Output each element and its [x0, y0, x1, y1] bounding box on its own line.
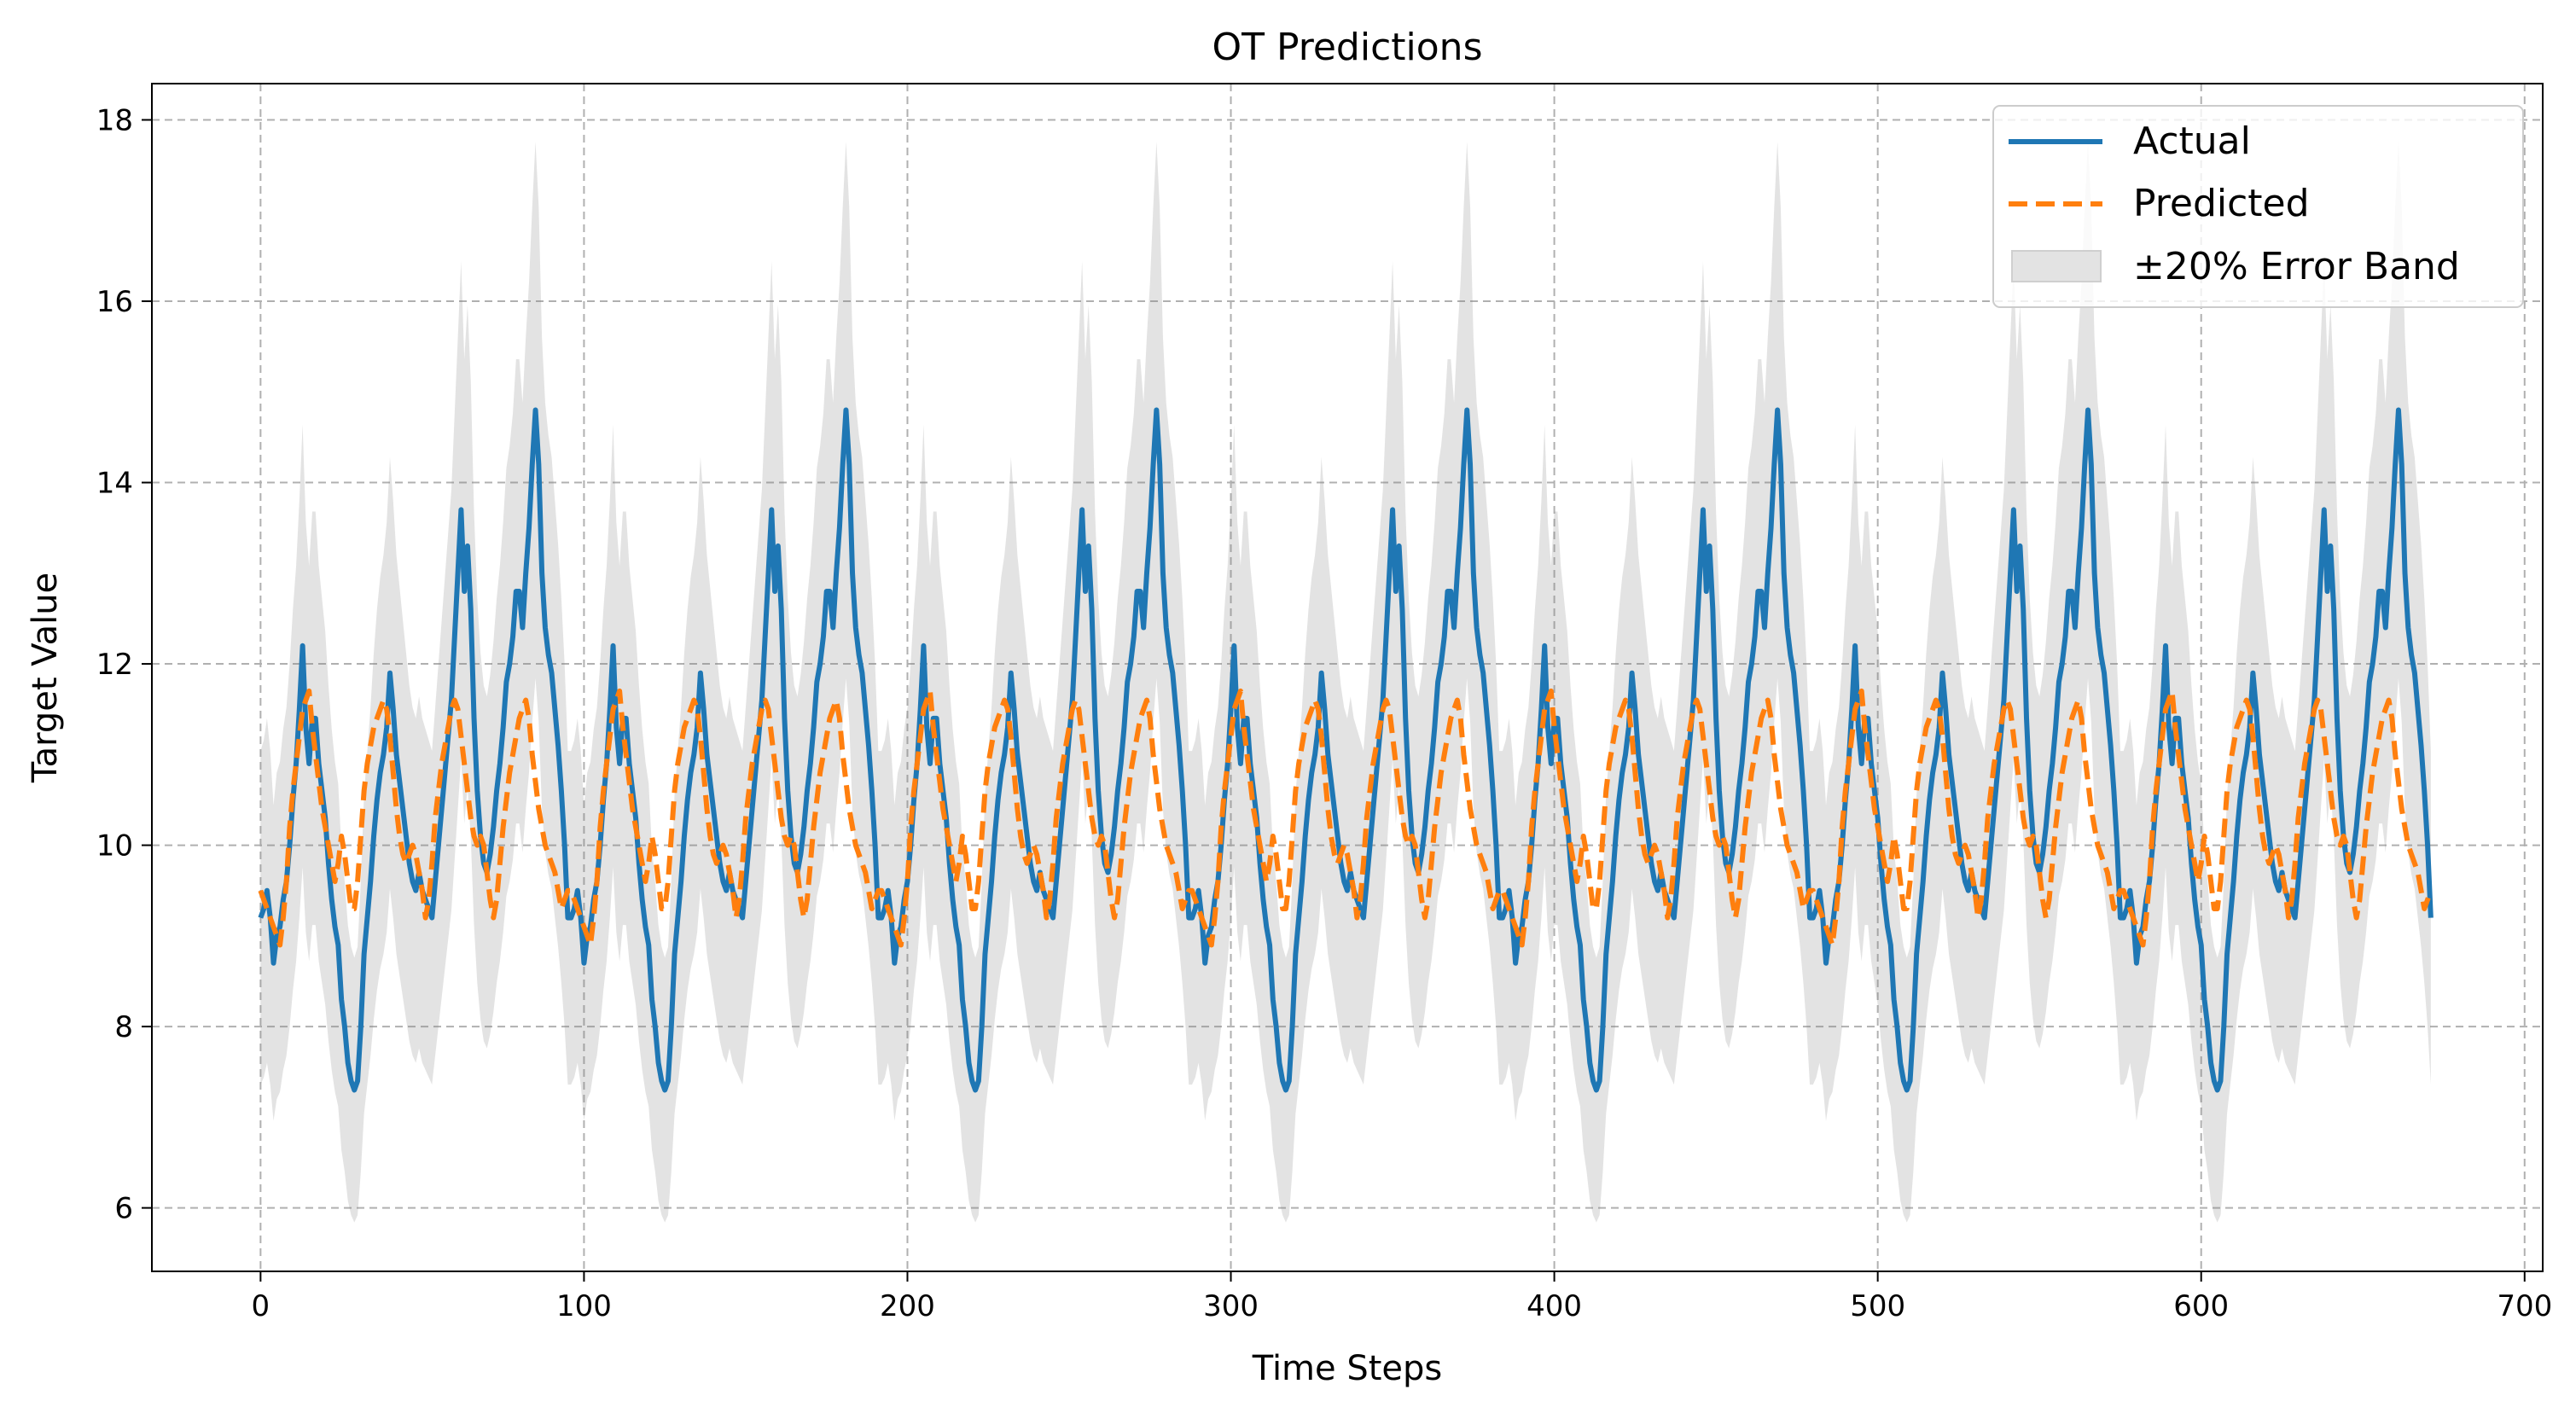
predicted-series-line [258, 688, 2434, 948]
y-tick-label: 14 [96, 467, 133, 501]
x-tick-label: 600 [2173, 1289, 2229, 1323]
x-tick-label: 200 [880, 1289, 935, 1323]
x-tick-label: 500 [1850, 1289, 1905, 1323]
plot-frame [151, 83, 2544, 1272]
tick-layer: 0 100 200 300 400 500 600 700 6 8 10 12 14 16 18 [96, 104, 2552, 1323]
series-layer [258, 407, 2434, 1093]
legend-box [1992, 105, 2524, 308]
error-band-area [260, 142, 2431, 1223]
error-band-layer [260, 142, 2431, 1223]
y-tick-label: 6 [114, 1192, 133, 1226]
legend-band-swatch [2011, 250, 2102, 282]
legend: Actual Predicted ±20% Error Band [1992, 105, 2524, 308]
x-tick-label: 700 [2497, 1289, 2552, 1323]
y-axis-label: Target Value [26, 573, 65, 783]
x-axis-label: Time Steps [1252, 1349, 1443, 1388]
y-tick-label: 8 [114, 1010, 133, 1044]
x-tick-label: 400 [1526, 1289, 1582, 1323]
legend-band-label: ±20% Error Band [2133, 245, 2460, 288]
legend-predicted-label: Predicted [2133, 182, 2310, 225]
x-tick-label: 0 [252, 1289, 270, 1323]
y-tick-label: 10 [96, 829, 133, 864]
x-tick-label: 100 [556, 1289, 612, 1323]
chart-title: OT Predictions [1212, 26, 1482, 69]
y-tick-label: 18 [96, 104, 133, 138]
legend-actual-label: Actual [2133, 119, 2251, 163]
y-tick-label: 16 [96, 285, 133, 319]
y-tick-label: 12 [96, 648, 133, 682]
x-tick-label: 300 [1203, 1289, 1259, 1323]
